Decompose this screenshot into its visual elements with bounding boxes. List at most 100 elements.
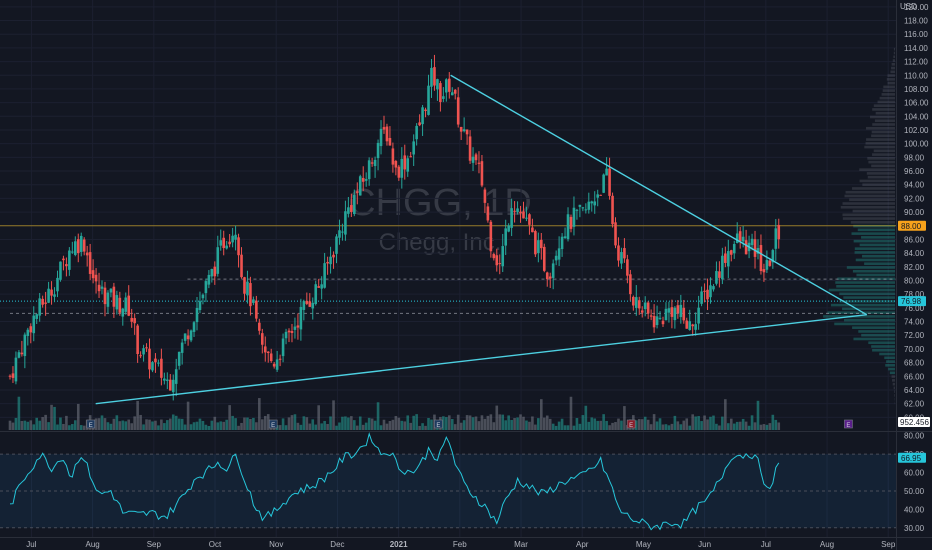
candle-body xyxy=(391,148,395,165)
profile-bar xyxy=(858,330,895,333)
time-axis[interactable]: Jul Aug Sep Oct Nov Dec 2021 Feb Mar Apr May Jun Jul… xyxy=(26,540,896,549)
candle-body xyxy=(91,270,95,279)
volume-bar xyxy=(605,420,608,430)
volume-tag-label: 952.456 xyxy=(900,418,929,427)
profile-bar xyxy=(872,108,895,111)
candle-body xyxy=(148,348,151,370)
candle-body xyxy=(712,286,715,290)
candle-body xyxy=(676,305,680,314)
candle-body xyxy=(252,299,255,303)
profile-bar xyxy=(842,307,895,311)
volume-bar xyxy=(732,423,736,430)
candle-body xyxy=(109,288,113,293)
volume-bar xyxy=(249,419,252,430)
volume-bar xyxy=(753,422,757,430)
earnings-marker-label: E xyxy=(436,423,440,429)
volume-bar xyxy=(424,425,427,430)
candle-body xyxy=(353,195,356,215)
profile-bar xyxy=(887,74,895,77)
candle-body xyxy=(756,248,760,254)
volume-bar xyxy=(694,416,697,430)
volume-bar xyxy=(537,418,540,430)
profile-bar xyxy=(859,243,895,247)
profile-bar xyxy=(830,303,895,307)
rsi-value-tag xyxy=(898,452,926,463)
candle-body xyxy=(17,352,21,358)
candle-body xyxy=(237,237,240,256)
candle-body xyxy=(41,298,44,305)
candle-body xyxy=(210,269,214,277)
volume-bar xyxy=(522,416,525,430)
profile-bar xyxy=(845,190,895,194)
profile-bar xyxy=(877,100,895,104)
volume-bar xyxy=(759,424,763,430)
candle-body xyxy=(459,126,463,132)
volume-bar xyxy=(314,424,318,430)
candle-body xyxy=(305,300,309,304)
volume-bar xyxy=(133,416,136,430)
earnings-marker xyxy=(434,419,443,429)
candle-body xyxy=(183,333,187,341)
candle-body xyxy=(192,322,196,332)
volume-bar xyxy=(459,422,463,430)
candle-body xyxy=(721,255,724,280)
candle-body xyxy=(228,241,231,245)
volume-bar xyxy=(290,415,294,430)
candle-body xyxy=(68,250,71,270)
candle-body xyxy=(118,297,122,313)
profile-bar xyxy=(889,371,895,375)
candle-body xyxy=(361,177,365,182)
price-axis[interactable]: 60.0062.0064.0066.0068.0070.0072.0074.00… xyxy=(904,3,929,422)
candle-body xyxy=(35,314,39,319)
volume-bar xyxy=(721,416,724,430)
candle-body xyxy=(664,308,668,321)
volume-bar xyxy=(163,423,166,430)
candle-body xyxy=(575,209,579,211)
volume-bar xyxy=(471,417,475,430)
volume-bar xyxy=(157,425,160,430)
profile-bar xyxy=(834,322,895,326)
candle-body xyxy=(738,231,742,242)
time-tick-label: May xyxy=(636,540,651,549)
candle-body xyxy=(652,315,656,328)
candle-body xyxy=(23,334,27,357)
candle-body xyxy=(480,161,484,186)
candle-body xyxy=(551,263,555,278)
volume-bar xyxy=(189,424,193,430)
trendlines[interactable] xyxy=(95,74,868,405)
volume-bar xyxy=(445,417,448,430)
volume-bar xyxy=(47,422,50,430)
candle-body xyxy=(531,227,534,233)
profile-bar xyxy=(872,153,895,156)
candle-body xyxy=(358,176,362,196)
candle-body xyxy=(186,335,190,340)
candle-body xyxy=(157,362,160,364)
candle-body xyxy=(290,331,294,333)
volume-bar xyxy=(50,404,53,430)
candle-body xyxy=(136,325,139,354)
volume-bar xyxy=(741,418,745,430)
time-tick-label: Apr xyxy=(576,540,589,549)
profile-bar xyxy=(871,134,895,138)
volume-bar xyxy=(566,425,570,430)
volume-bar xyxy=(166,420,169,430)
profile-bar xyxy=(852,326,895,329)
volume-bar xyxy=(180,418,184,430)
volume-bar xyxy=(611,422,614,430)
volume-bar xyxy=(620,420,623,430)
candle-body xyxy=(626,259,629,276)
volume-profile xyxy=(823,47,895,405)
profile-bar xyxy=(891,62,895,66)
volume-bar xyxy=(540,399,543,430)
price-tick-label: 76.00 xyxy=(904,304,925,313)
volume-bar xyxy=(575,418,579,430)
profile-bar xyxy=(852,209,895,213)
candle-body xyxy=(593,201,597,206)
profile-bar xyxy=(851,232,895,235)
volume-bar xyxy=(358,416,362,430)
candle-body xyxy=(412,141,415,155)
volume-bar xyxy=(679,424,683,430)
candle-body xyxy=(163,378,166,381)
